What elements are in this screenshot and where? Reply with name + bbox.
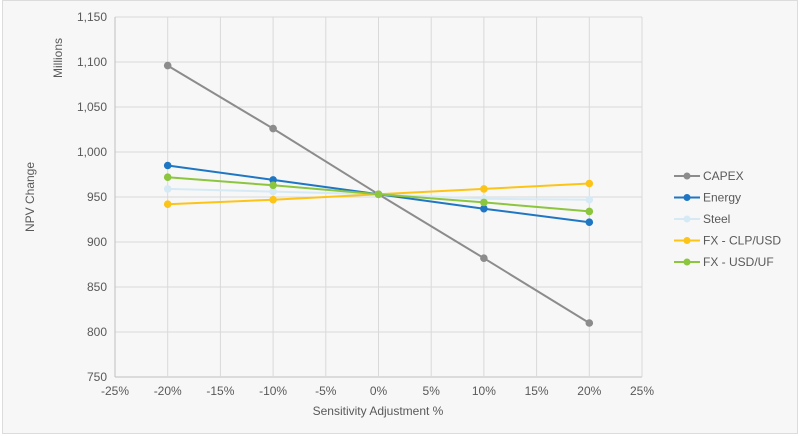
y-tick-label: 850 xyxy=(87,280,107,294)
x-tick-label: 0% xyxy=(370,384,388,398)
y-unit-label: Millions xyxy=(51,38,65,78)
data-point-fx-usd-uf xyxy=(585,207,594,216)
legend-label: FX - CLP/USD xyxy=(703,234,781,248)
data-point-capex xyxy=(585,319,594,327)
legend: CAPEX Energy Steel FX - CLP/USD FX - USD/UF xyxy=(674,169,781,269)
data-point-fx-usd-uf xyxy=(163,173,172,181)
x-tick-label: 20% xyxy=(577,384,601,398)
x-tick-label: -25% xyxy=(101,384,129,398)
data-point-fx-clp-usd xyxy=(269,195,277,204)
legend-label: Energy xyxy=(703,191,741,205)
legend-marker xyxy=(683,237,691,244)
legend-marker xyxy=(683,194,691,201)
data-point-capex xyxy=(269,124,277,133)
data-point-fx-usd-uf xyxy=(374,190,383,199)
y-tick-label: 750 xyxy=(87,370,107,384)
x-tick-label: -10% xyxy=(259,384,287,398)
data-point-fx-usd-uf xyxy=(269,181,277,190)
legend-label: FX - USD/UF xyxy=(703,255,774,269)
legend-label: CAPEX xyxy=(703,169,744,183)
y-tick-label: 1,100 xyxy=(77,55,107,69)
data-point-energy xyxy=(585,218,594,226)
data-point-steel xyxy=(269,187,277,196)
y-tick-label: 950 xyxy=(87,190,107,204)
x-tick-label: 25% xyxy=(630,384,654,398)
y-tick-label: 900 xyxy=(87,235,107,249)
legend-item-capex: CAPEX xyxy=(674,169,744,183)
data-point-fx-usd-uf xyxy=(480,198,488,207)
data-point-steel xyxy=(585,195,594,204)
legend-label: Steel xyxy=(703,212,730,226)
series-lines xyxy=(163,61,594,327)
y-tick-label: 800 xyxy=(87,325,107,339)
data-point-energy xyxy=(269,176,277,184)
data-point-capex xyxy=(480,254,488,262)
x-tick-label: 15% xyxy=(525,384,549,398)
y-axis-ticks: 750 800 850 900 950 1,000 1,050 1,100 1,150 xyxy=(77,10,107,384)
x-tick-label: 10% xyxy=(472,384,496,398)
y-axis-label: NPV Change xyxy=(23,162,37,232)
legend-marker xyxy=(683,172,691,180)
data-point-steel xyxy=(163,185,172,193)
series-fx-usd-uf xyxy=(163,173,594,216)
legend-marker xyxy=(683,215,691,223)
data-point-energy xyxy=(480,204,488,213)
legend-item-steel: Steel xyxy=(674,212,730,226)
legend-item-fx-usd-uf: FX - USD/UF xyxy=(674,255,774,269)
data-point-fx-clp-usd xyxy=(480,185,488,193)
data-point-fx-clp-usd xyxy=(163,200,172,208)
x-axis-label: Sensitivity Adjustment % xyxy=(313,404,444,418)
legend-item-energy: Energy xyxy=(674,191,741,205)
data-point-capex xyxy=(163,61,172,70)
y-tick-label: 1,050 xyxy=(77,100,107,114)
x-tick-label: -5% xyxy=(315,384,337,398)
data-point-fx-clp-usd xyxy=(585,179,594,188)
y-tick-label: 1,000 xyxy=(77,145,107,159)
data-point-energy xyxy=(163,161,172,170)
x-tick-label: -15% xyxy=(206,384,234,398)
x-axis-ticks: -25% -20% -15% -10% -5% 0% 5% 10% 15% 20% 25% xyxy=(101,384,654,398)
legend-item-fx-clp-usd: FX - CLP/USD xyxy=(674,234,781,248)
legend-marker xyxy=(683,258,691,266)
x-tick-label: -20% xyxy=(154,384,182,398)
y-tick-label: 1,150 xyxy=(77,10,107,24)
x-tick-label: 5% xyxy=(423,384,441,398)
